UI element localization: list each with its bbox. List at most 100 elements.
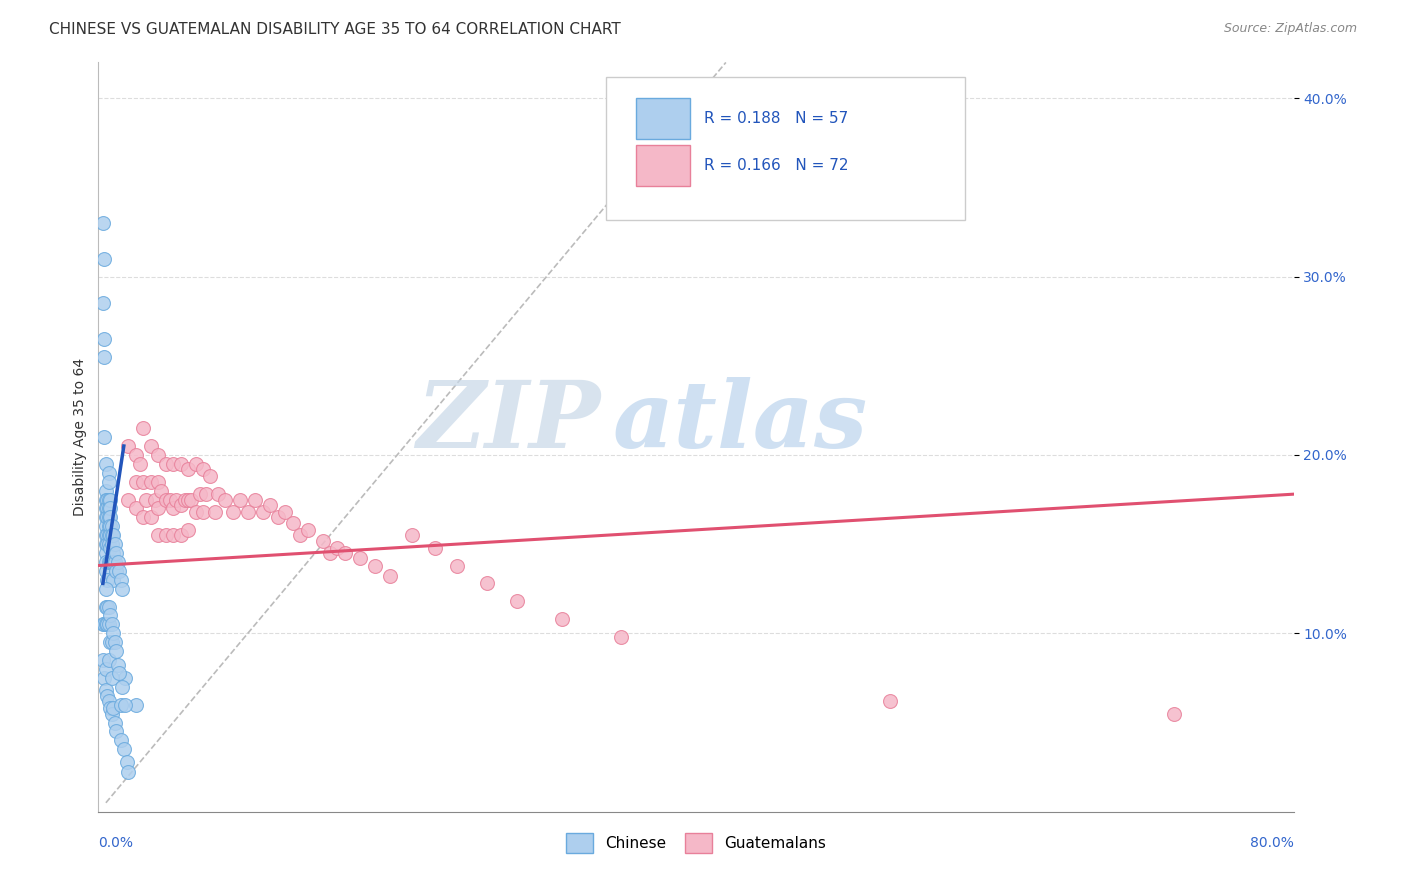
Point	[91, 216, 114, 230]
Point	[143, 492, 166, 507]
Point	[93, 350, 115, 364]
Point	[155, 528, 177, 542]
Point	[103, 701, 125, 715]
Point	[107, 658, 129, 673]
Point	[96, 599, 118, 614]
Point	[378, 569, 401, 583]
Point	[139, 475, 162, 489]
Point	[204, 505, 226, 519]
Point	[97, 510, 120, 524]
Point	[214, 492, 236, 507]
Point	[94, 501, 117, 516]
Point	[104, 635, 127, 649]
Point	[98, 555, 122, 569]
Point	[104, 555, 127, 569]
Point	[94, 492, 117, 507]
Point	[98, 519, 122, 533]
Point	[169, 528, 191, 542]
Point	[139, 510, 162, 524]
Point	[610, 630, 633, 644]
Point	[132, 421, 155, 435]
Point	[191, 505, 214, 519]
Point	[97, 492, 120, 507]
Point	[236, 505, 259, 519]
Point	[97, 599, 120, 614]
Point	[162, 528, 184, 542]
Point	[326, 541, 349, 555]
FancyBboxPatch shape	[606, 78, 965, 219]
Point	[155, 492, 177, 507]
Point	[550, 612, 572, 626]
Point	[97, 617, 120, 632]
Point	[97, 694, 120, 708]
Point	[107, 555, 129, 569]
Point	[96, 492, 118, 507]
Point	[105, 546, 128, 560]
Text: atlas: atlas	[613, 377, 868, 467]
Point	[101, 617, 124, 632]
Point	[1163, 706, 1185, 721]
Point	[297, 523, 319, 537]
Text: R = 0.166   N = 72: R = 0.166 N = 72	[704, 159, 849, 173]
Point	[96, 689, 118, 703]
Point	[879, 694, 901, 708]
Point	[506, 594, 529, 608]
Point	[125, 698, 148, 712]
Point	[333, 546, 356, 560]
Point	[174, 492, 197, 507]
Point	[112, 742, 135, 756]
Point	[96, 501, 118, 516]
Point	[94, 599, 117, 614]
Point	[98, 528, 122, 542]
Point	[114, 671, 136, 685]
Point	[103, 555, 125, 569]
Point	[169, 457, 191, 471]
Point	[103, 546, 125, 560]
Point	[446, 558, 468, 573]
Point	[155, 457, 177, 471]
Point	[475, 576, 498, 591]
Point	[117, 492, 139, 507]
Point	[94, 457, 117, 471]
Point	[148, 475, 170, 489]
Point	[94, 483, 117, 498]
Point	[98, 608, 122, 623]
Point	[188, 487, 211, 501]
Point	[177, 462, 200, 476]
Point	[96, 573, 118, 587]
Point	[184, 505, 207, 519]
Point	[93, 252, 115, 266]
Point	[423, 541, 446, 555]
Point	[101, 671, 124, 685]
Point	[91, 617, 114, 632]
Point	[195, 487, 218, 501]
Point	[135, 492, 157, 507]
Point	[110, 698, 132, 712]
Point	[288, 528, 311, 542]
Point	[96, 528, 118, 542]
Point	[96, 617, 118, 632]
Text: CHINESE VS GUATEMALAN DISABILITY AGE 35 TO 64 CORRELATION CHART: CHINESE VS GUATEMALAN DISABILITY AGE 35 …	[49, 22, 621, 37]
Point	[111, 680, 134, 694]
Text: 0.0%: 0.0%	[98, 836, 134, 850]
Point	[148, 448, 170, 462]
Point	[94, 617, 117, 632]
Point	[105, 564, 128, 578]
Point	[125, 501, 148, 516]
Point	[97, 466, 120, 480]
Point	[97, 501, 120, 516]
Point	[125, 475, 148, 489]
Point	[94, 519, 117, 533]
Point	[139, 439, 162, 453]
Point	[104, 715, 127, 730]
Point	[274, 505, 297, 519]
Point	[93, 671, 115, 685]
Point	[105, 724, 128, 739]
Point	[200, 469, 222, 483]
Point	[94, 555, 117, 569]
Text: 80.0%: 80.0%	[1250, 836, 1294, 850]
Point	[101, 528, 124, 542]
Point	[105, 644, 128, 658]
Point	[98, 492, 122, 507]
Point	[207, 487, 229, 501]
